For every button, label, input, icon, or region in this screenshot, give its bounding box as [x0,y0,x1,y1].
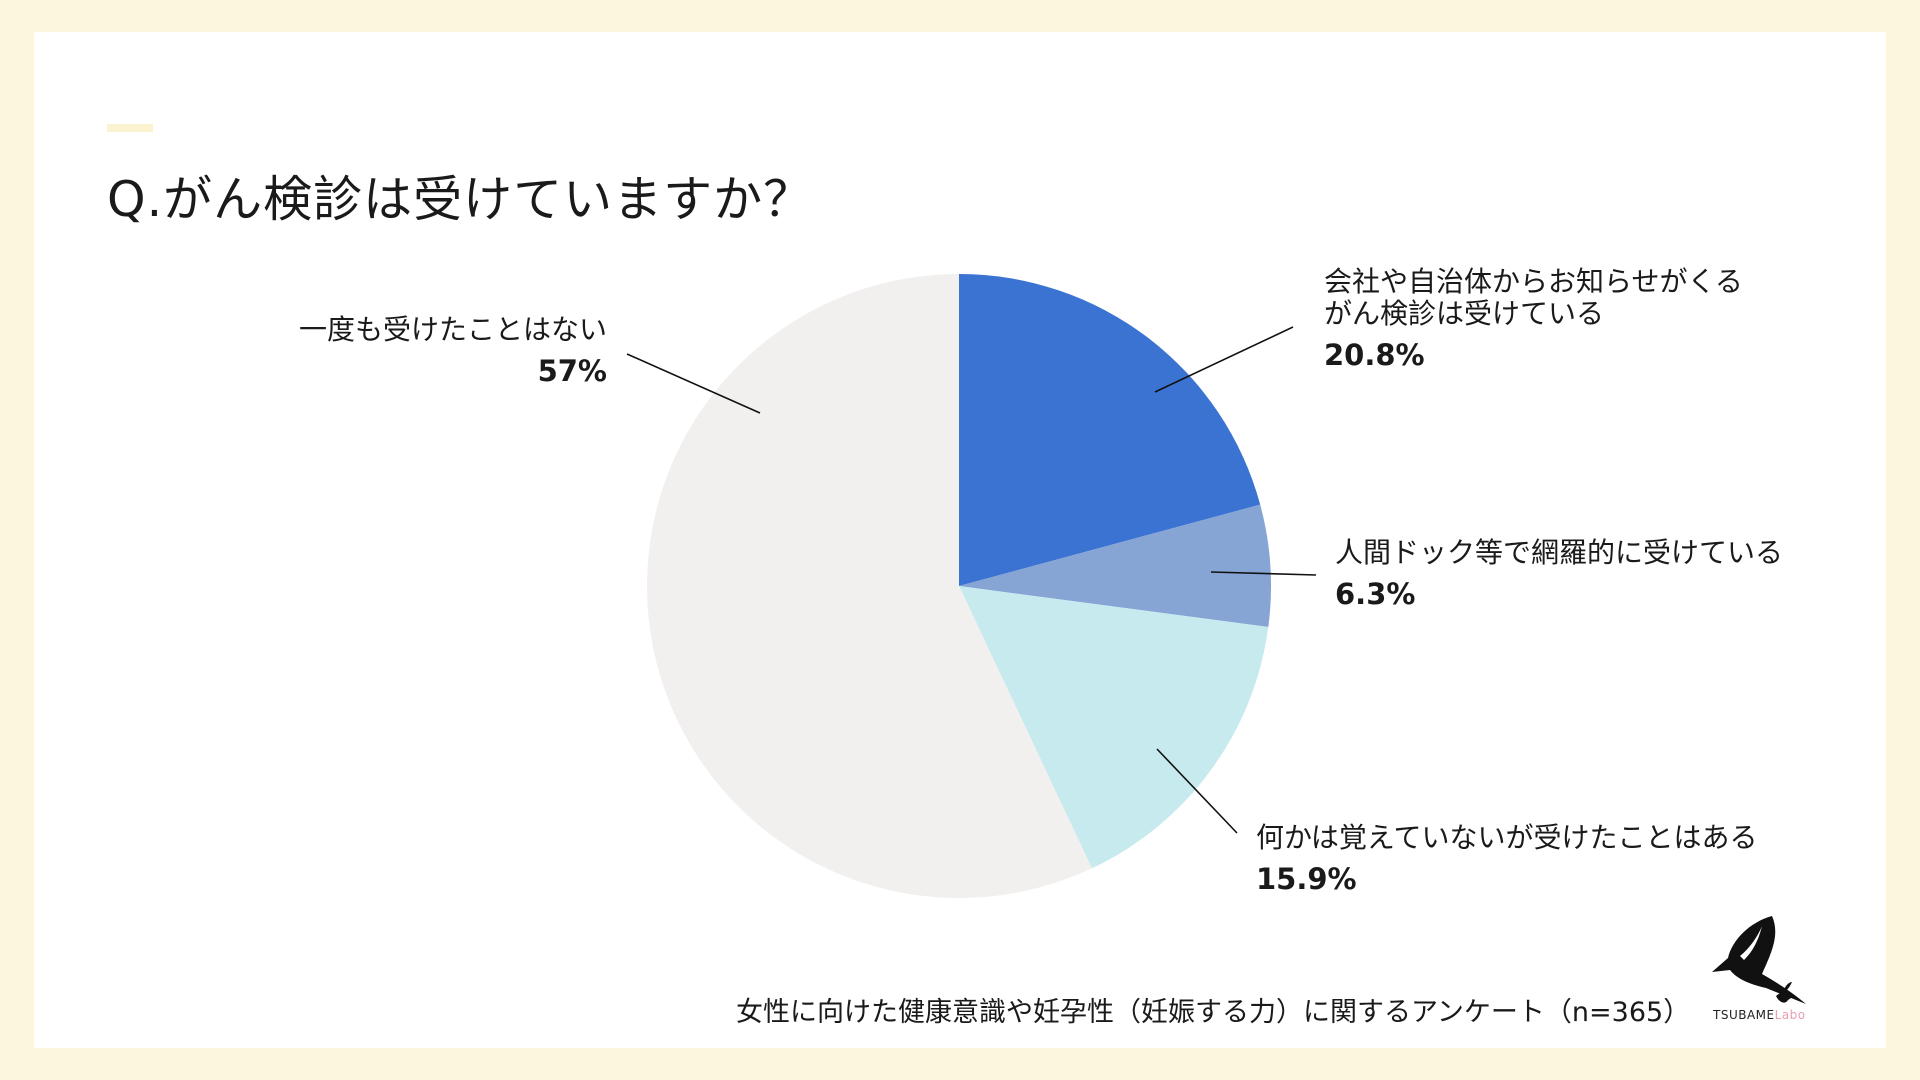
slice-label-1-line-0: 人間ドック等で網羅的に受けている [1335,536,1783,569]
slice-label-2-line-0: 何かは覚えていないが受けたことはある [1256,821,1757,854]
leader-line-2 [1156,748,1238,834]
leader-line-3 [626,353,761,414]
pie-slice-0 [959,274,1261,586]
survey-footnote: 女性に向けた健康意識や妊孕性（妊娠する力）に関するアンケート（n=365） [736,997,1691,1028]
slice-percent-0: 20.8% [1324,338,1425,372]
slice-label-0-line-0: 会社や自治体からお知らせがくる [1324,265,1743,298]
brand-wordmark: TSUBAMELabo [1713,1008,1806,1022]
brand-name: TSUBAME [1713,1008,1775,1022]
leader-line-0 [1154,326,1294,393]
pie-slice-1 [959,504,1272,628]
brand-suffix: Labo [1774,1008,1806,1022]
pie-slice-3 [647,274,1092,898]
slice-percent-3: 57% [538,354,607,388]
slice-label-0-line-1: がん検診は受けている [1324,297,1604,330]
title-accent-bar [107,124,153,132]
slice-label-3-line-0: 一度も受けたことはない [299,313,607,346]
swallow-logo-icon [1712,916,1806,1004]
question-title: Q.がん検診は受けていますか？ [107,171,814,228]
pie-slice-2 [959,586,1269,869]
slice-percent-2: 15.9% [1256,862,1357,896]
slice-percent-1: 6.3% [1335,577,1415,611]
leader-line-1 [1210,571,1317,576]
